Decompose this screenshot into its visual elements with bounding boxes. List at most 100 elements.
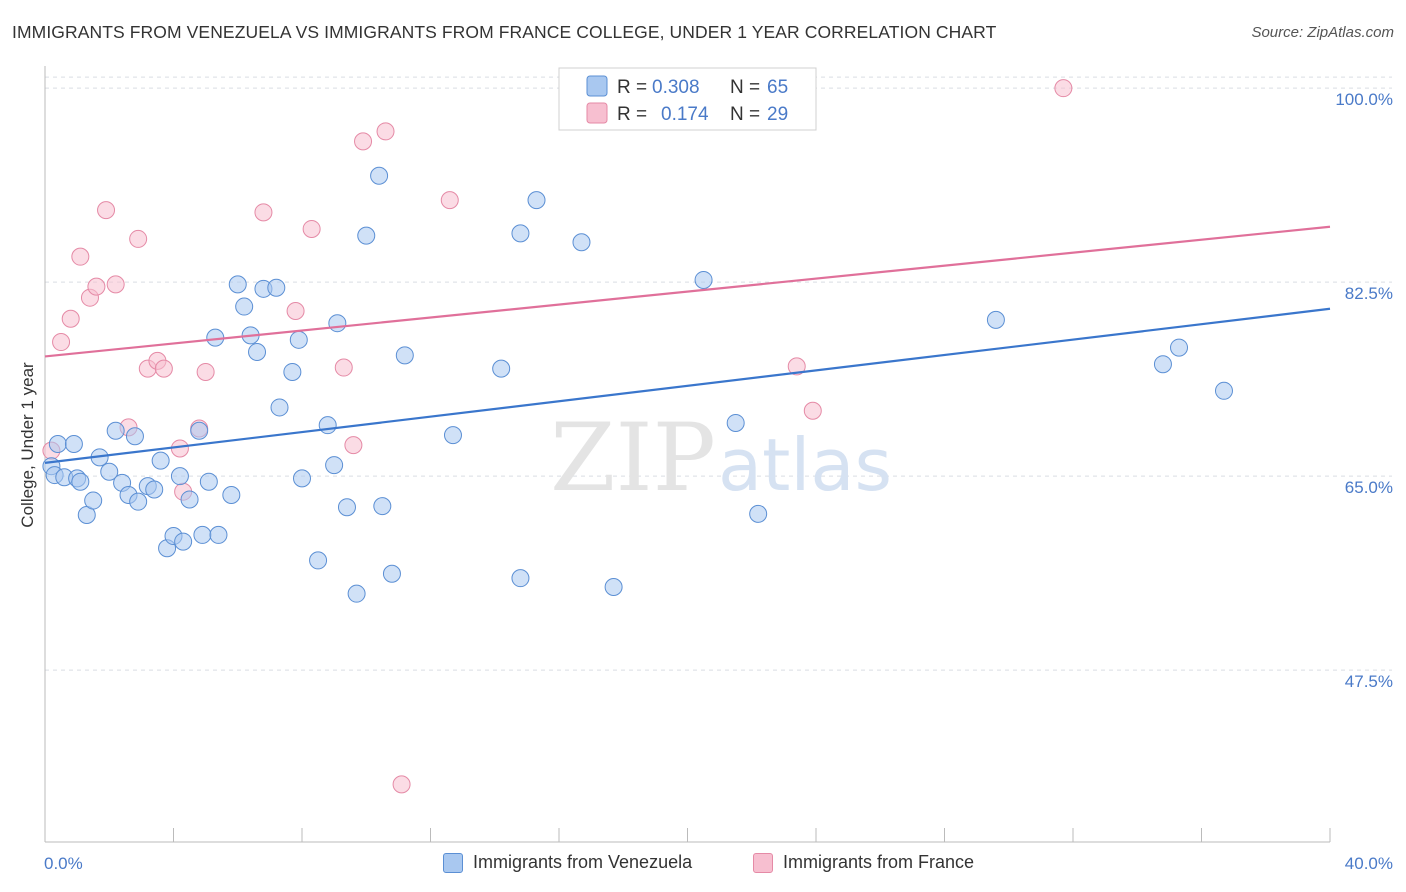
source-label: Source: ZipAtlas.com xyxy=(1251,24,1394,41)
point-france xyxy=(196,362,215,381)
point-france xyxy=(302,219,321,238)
grid-lines xyxy=(45,76,1392,671)
point-venezuela xyxy=(270,398,289,417)
watermark-zip: ZIP xyxy=(550,404,716,513)
point-france xyxy=(376,122,395,141)
point-venezuela xyxy=(492,359,511,378)
point-venezuela xyxy=(511,224,530,243)
point-venezuela xyxy=(64,435,83,454)
point-france xyxy=(106,275,125,294)
legend: R = 0.308 N = 65 R = 0.174 N = 29 xyxy=(558,67,817,131)
point-venezuela xyxy=(373,497,392,516)
legend-r-label-france: R = xyxy=(617,104,647,125)
point-venezuela xyxy=(726,413,745,432)
x-tick-label: 40.0% xyxy=(1345,854,1393,873)
point-venezuela xyxy=(209,525,228,544)
point-venezuela xyxy=(1214,381,1233,400)
y-tick-label: 82.5% xyxy=(1345,284,1393,303)
point-venezuela xyxy=(1153,355,1172,374)
trend-line-france xyxy=(44,225,1331,358)
y-tick-label: 100.0% xyxy=(1335,90,1393,109)
watermark: ZIP atlas xyxy=(550,404,892,513)
point-france xyxy=(61,309,80,328)
point-france xyxy=(71,247,90,266)
point-venezuela xyxy=(337,498,356,517)
point-france xyxy=(97,201,116,220)
legend-r-label-venezuela: R = xyxy=(617,77,647,98)
point-france xyxy=(787,357,806,376)
point-venezuela xyxy=(106,421,125,440)
series-venezuela-points xyxy=(42,166,1233,603)
point-france xyxy=(440,191,459,210)
point-venezuela xyxy=(174,532,193,551)
bottom-legend-swatch-france xyxy=(753,852,773,873)
point-france xyxy=(392,775,411,794)
bottom-legend-item-france: Immigrants from France xyxy=(753,852,974,873)
point-france xyxy=(344,436,363,455)
point-venezuela xyxy=(325,456,344,475)
point-france xyxy=(154,359,173,378)
point-venezuela xyxy=(170,467,189,486)
point-venezuela xyxy=(604,578,623,597)
legend-n-value-france: 29 xyxy=(767,104,788,125)
bottom-legend-label-france: Immigrants from France xyxy=(783,852,975,872)
chart-title: IMMIGRANTS FROM VENEZUELA VS IMMIGRANTS … xyxy=(12,22,997,42)
y-axis-label: College, Under 1 year xyxy=(18,362,37,528)
x-tick-label: 0.0% xyxy=(44,854,83,873)
point-france xyxy=(334,358,353,377)
point-venezuela xyxy=(382,564,401,583)
point-france xyxy=(1054,79,1073,98)
point-venezuela xyxy=(511,569,530,588)
point-venezuela xyxy=(370,166,389,185)
point-france xyxy=(52,333,71,352)
y-tick-label: 65.0% xyxy=(1345,478,1393,497)
point-venezuela xyxy=(357,226,376,245)
point-france xyxy=(254,203,273,222)
trend-lines xyxy=(44,225,1331,464)
point-venezuela xyxy=(71,472,90,491)
legend-swatch-france xyxy=(586,102,608,124)
point-venezuela xyxy=(283,362,302,381)
point-venezuela xyxy=(1170,338,1189,357)
point-venezuela xyxy=(190,421,209,440)
point-venezuela xyxy=(222,486,241,505)
point-france xyxy=(354,132,373,151)
point-venezuela xyxy=(347,584,366,603)
legend-n-label-france: N = xyxy=(730,104,760,125)
point-venezuela xyxy=(193,525,212,544)
point-venezuela xyxy=(129,492,148,511)
point-venezuela xyxy=(84,491,103,510)
point-france xyxy=(286,301,305,320)
point-venezuela xyxy=(228,275,247,294)
point-venezuela xyxy=(572,233,591,252)
point-france xyxy=(129,229,148,248)
bottom-legend-label-venezuela: Immigrants from Venezuela xyxy=(473,852,693,872)
tick-labels: 100.0% 82.5% 65.0% 47.5% 0.0% 40.0% xyxy=(44,90,1393,873)
point-venezuela xyxy=(151,451,170,470)
point-venezuela xyxy=(318,416,337,435)
point-venezuela xyxy=(986,310,1005,329)
point-venezuela xyxy=(267,278,286,297)
point-france xyxy=(87,277,106,296)
point-venezuela xyxy=(199,472,218,491)
point-venezuela xyxy=(328,314,347,333)
point-venezuela xyxy=(289,330,308,349)
watermark-atlas: atlas xyxy=(718,423,892,507)
point-venezuela xyxy=(527,191,546,210)
point-venezuela xyxy=(125,427,144,446)
point-venezuela xyxy=(749,504,768,523)
legend-r-value-venezuela: 0.308 xyxy=(652,77,700,98)
bottom-legend: Immigrants from Venezuela Immigrants fro… xyxy=(0,852,1406,878)
legend-n-label-venezuela: N = xyxy=(730,77,760,98)
point-venezuela xyxy=(235,297,254,316)
point-venezuela xyxy=(145,480,164,499)
trend-line-venezuela xyxy=(44,307,1331,464)
y-tick-label: 47.5% xyxy=(1345,672,1393,691)
point-venezuela xyxy=(100,462,119,481)
point-france xyxy=(803,401,822,420)
bottom-legend-swatch-venezuela xyxy=(443,852,463,873)
legend-swatch-venezuela xyxy=(586,75,608,97)
point-venezuela xyxy=(180,490,199,509)
point-venezuela xyxy=(48,435,67,454)
